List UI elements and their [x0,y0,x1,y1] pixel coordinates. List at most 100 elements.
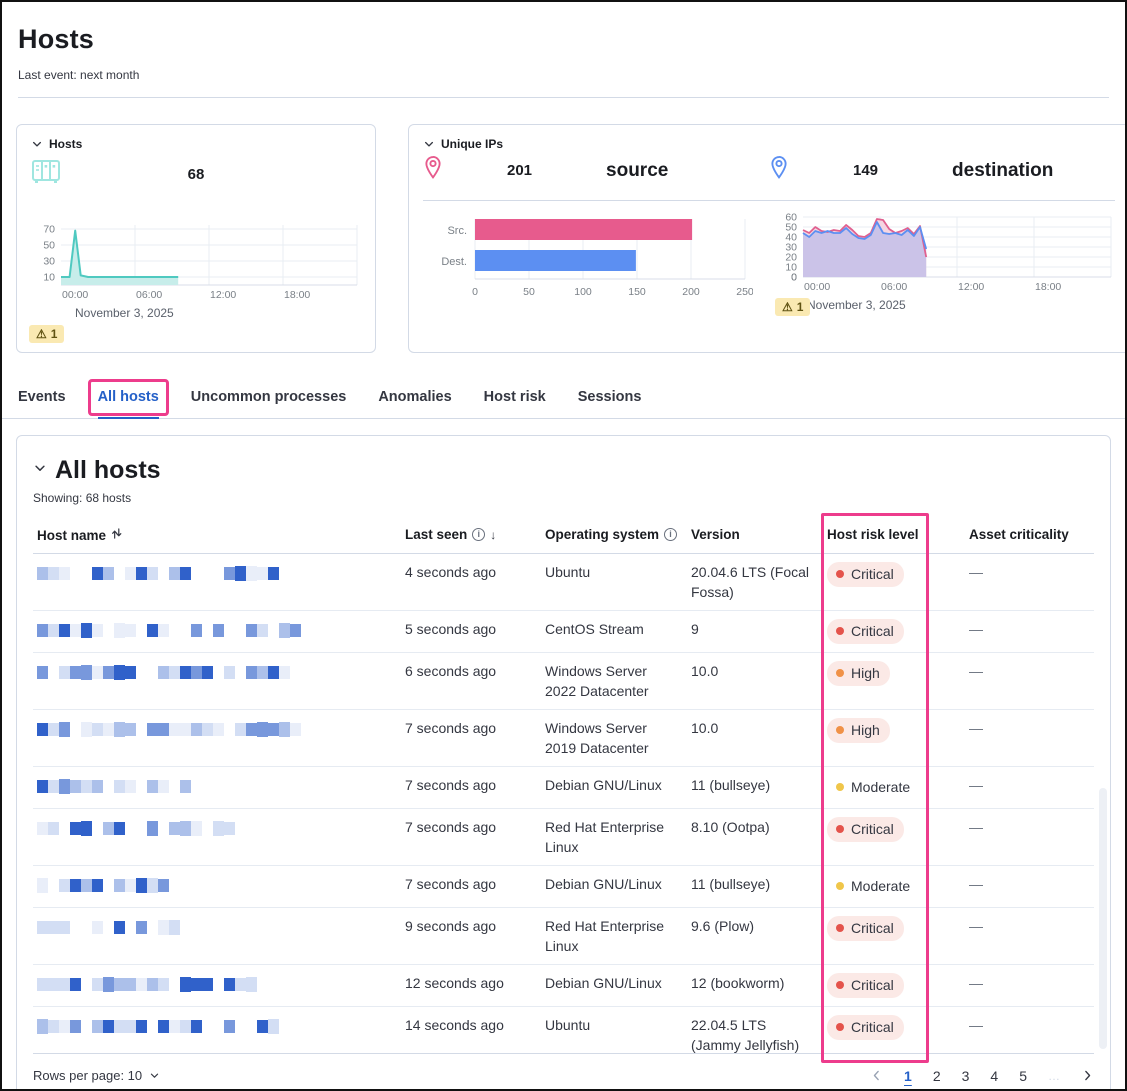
vertical-scrollbar[interactable] [1099,788,1107,1049]
host-name-cell[interactable] [33,710,401,745]
last-seen-cell: 4 seconds ago [405,564,497,580]
asset-criticality-value: — [969,663,983,679]
hosts-warning-badge[interactable]: ⚠ 1 [29,325,65,343]
risk-dot [836,825,844,833]
svg-text:12:00: 12:00 [958,281,984,293]
asset-criticality-value: — [969,876,983,892]
redacted-host-name[interactable] [37,778,393,794]
svg-text:00:00: 00:00 [804,281,830,293]
host-risk-level-cell: Moderate [823,866,965,907]
last-seen-cell: 6 seconds ago [405,663,497,679]
hosts-card-title: Hosts [49,137,83,151]
card-divider [423,200,1115,201]
page-number-4[interactable]: 4 [990,1067,999,1084]
column-header-operating-system[interactable]: Operating system i [541,523,687,552]
host-name-cell[interactable] [33,767,401,802]
chevron-down-icon[interactable] [33,461,47,480]
host-name-cell[interactable] [33,908,401,943]
operating-system-cell: Debian GNU/Linux [545,777,662,793]
tab-label: Anomalies [378,389,452,405]
info-icon[interactable]: i [472,528,486,541]
redacted-host-name[interactable] [37,664,393,680]
page-number-5[interactable]: 5 [1019,1067,1027,1084]
sort-icon[interactable] [111,527,122,543]
chevron-down-icon[interactable] [423,138,435,150]
redacted-host-name[interactable] [37,622,393,638]
column-header-asset-criticality[interactable]: Asset criticality [965,523,1094,552]
page-header: Hosts Last event: next month [2,2,1125,98]
table-row[interactable]: 12 seconds ago Debian GNU/Linux 12 (bookwo… [33,965,1094,1007]
operating-system-cell: Debian GNU/Linux [545,975,662,991]
table-footer: Rows per page: 10 1 2 3 4 5… [33,1053,1094,1089]
chevron-down-icon[interactable] [31,138,43,150]
svg-text:06:00: 06:00 [136,289,162,301]
risk-dot [836,1023,844,1031]
asset-criticality-cell: — [965,611,1094,647]
sort-descending-icon[interactable]: ↓ [490,527,497,542]
info-icon[interactable]: i [664,528,678,541]
table-row[interactable]: 7 seconds ago Windows Server 2019 Datacen… [33,710,1094,767]
ips-warning-badge[interactable]: ⚠ 1 [775,298,811,316]
column-label: Host risk level [827,527,919,542]
version-cell: 22.04.5 LTS (Jammy Jellyfish) [691,1017,800,1053]
redacted-host-name[interactable] [37,976,393,992]
redacted-host-name[interactable] [37,877,393,893]
svg-text:20: 20 [785,252,797,264]
table-row[interactable]: 7 seconds ago Red Hat Enterprise Linux 8.1… [33,809,1094,866]
version-cell: 9 [691,621,699,637]
tab-all-hosts[interactable]: All hosts [87,379,169,419]
svg-text:50: 50 [523,286,535,298]
column-header-version[interactable]: Version [687,523,823,552]
tab-sessions[interactable]: Sessions [578,383,642,418]
operating-system-cell: Debian GNU/Linux [545,876,662,892]
redacted-host-name[interactable] [37,820,393,836]
operating-system-cell: Red Hat Enterprise Linux [545,819,665,855]
risk-dot [836,726,844,734]
kpi-cards-row: Hosts 68 [2,124,1125,353]
operating-system-cell: Ubuntu [545,564,591,580]
table-row[interactable]: 6 seconds ago Windows Server 2022 Datacen… [33,653,1094,710]
previous-page-button[interactable] [870,1069,883,1082]
tab-uncommon-processes[interactable]: Uncommon processes [191,383,347,418]
redacted-host-name[interactable] [37,721,393,737]
svg-text:100: 100 [574,286,592,298]
destination-label: destination [952,159,1054,181]
tab-host-risk[interactable]: Host risk [484,383,546,418]
tab-events[interactable]: Events [18,383,66,418]
host-name-cell[interactable] [33,554,401,589]
table-row[interactable]: 7 seconds ago Debian GNU/Linux 11 (bullsey… [33,866,1094,908]
host-name-cell[interactable] [33,1007,401,1042]
tab-anomalies[interactable]: Anomalies [378,383,451,418]
redacted-host-name[interactable] [37,919,393,935]
unique-ips-card-title: Unique IPs [441,137,504,151]
host-name-cell[interactable] [33,866,401,901]
operating-system-cell: Windows Server 2019 Datacenter [545,720,649,756]
tab-label: Host risk [483,389,546,405]
page-number-1[interactable]: 1 [904,1067,912,1084]
redacted-host-name[interactable] [37,1018,393,1034]
version-cell: 9.6 (Plow) [691,918,755,934]
table-row[interactable]: 7 seconds ago Debian GNU/Linux 11 (bullsey… [33,767,1094,809]
redacted-host-name[interactable] [37,565,393,581]
table-row[interactable]: 14 seconds ago Ubuntu 22.04.5 LTS (Jammy J… [33,1007,1094,1063]
host-name-cell[interactable] [33,653,401,688]
page-number-2[interactable]: 2 [932,1067,941,1084]
next-page-button[interactable] [1081,1069,1094,1082]
column-header-host-risk-level[interactable]: Host risk level [823,523,965,552]
table-row[interactable]: 9 seconds ago Red Hat Enterprise Linux 9.6… [33,908,1094,965]
host-name-cell[interactable] [33,809,401,844]
table-row[interactable]: 5 seconds ago CentOS Stream 9 Critical — [33,611,1094,653]
asset-criticality-value: — [969,621,983,637]
column-header-host-name[interactable]: Host name [33,523,401,553]
host-name-cell[interactable] [33,965,401,1000]
version-cell: 11 (bullseye) [691,777,771,793]
svg-text:40: 40 [785,232,797,244]
host-risk-level-cell: High [823,653,965,694]
host-name-cell[interactable] [33,611,401,646]
column-header-last-seen[interactable]: Last seen i ↓ [401,523,541,552]
table-row[interactable]: 4 seconds ago Ubuntu 20.04.6 LTS (Focal Fo… [33,554,1094,611]
page-number-3[interactable]: 3 [961,1067,970,1084]
warning-triangle-icon: ⚠ [782,300,793,314]
rows-per-page-button[interactable]: Rows per page: 10 [33,1068,160,1083]
svg-text:0: 0 [791,272,797,284]
